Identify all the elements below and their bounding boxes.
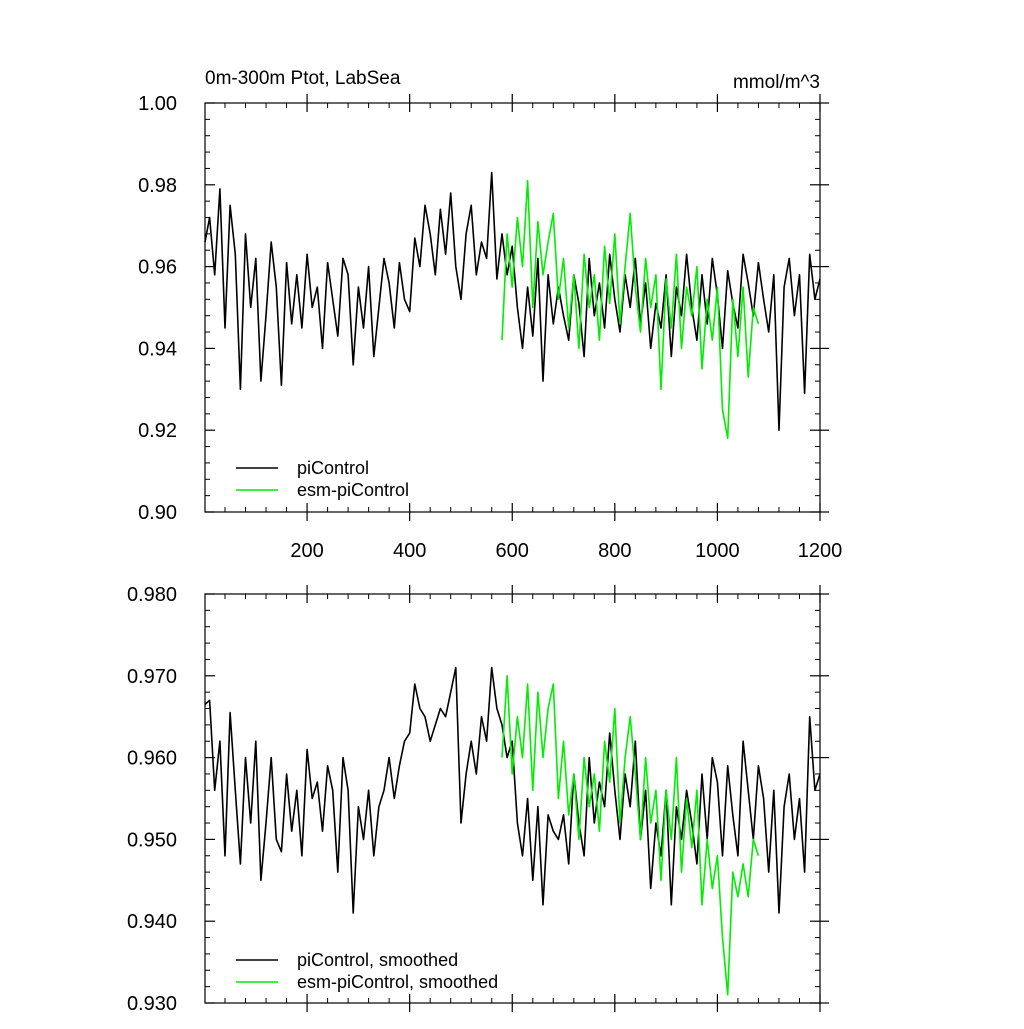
x-tick-label: 1000 xyxy=(695,540,740,562)
y-tick-label: 0.960 xyxy=(127,748,177,770)
series-line-esm-picontrol xyxy=(501,674,760,996)
plot-frame xyxy=(204,102,821,513)
top-panel: 0m-300m Ptot, LabSea mmol/m^3 200 400 600 8… xyxy=(138,68,842,562)
x-tick-label: 800 xyxy=(598,540,631,562)
y-tick-label: 0.980 xyxy=(127,584,177,606)
y-tick-label: 0.96 xyxy=(138,257,177,279)
chart-title: 0m-300m Ptot, LabSea xyxy=(205,68,401,89)
legend-label: piControl xyxy=(297,458,369,478)
y-tick-label: 0.98 xyxy=(138,175,177,197)
legend-label: piControl, smoothed xyxy=(297,950,458,970)
y-tick-label: 0.970 xyxy=(127,666,177,688)
x-tick-label: 400 xyxy=(393,540,426,562)
x-tick-label: 600 xyxy=(496,540,529,562)
x-tick-label: 1200 xyxy=(798,540,843,562)
y-tick-label: 0.94 xyxy=(138,338,177,360)
legend-label: esm-piControl, smoothed xyxy=(297,972,498,992)
x-tick-label: 200 xyxy=(290,540,323,562)
series-line-picontrol xyxy=(204,666,821,914)
bottom-panel: 0.930 0.940 0.950 0.960 0.970 0.980 piControl,… xyxy=(127,584,829,1015)
y-tick-label: 0.930 xyxy=(127,993,177,1015)
y-tick-label: 0.92 xyxy=(138,420,177,442)
legend-label: esm-piControl xyxy=(297,480,409,500)
series-line-picontrol xyxy=(204,171,821,432)
y-tick-label: 0.90 xyxy=(138,502,177,524)
units-label: mmol/m^3 xyxy=(733,72,820,93)
series-line-esm-picontrol xyxy=(501,179,760,440)
y-tick-label: 0.950 xyxy=(127,829,177,851)
y-tick-label: 1.00 xyxy=(138,93,177,115)
y-tick-label: 0.940 xyxy=(127,911,177,933)
